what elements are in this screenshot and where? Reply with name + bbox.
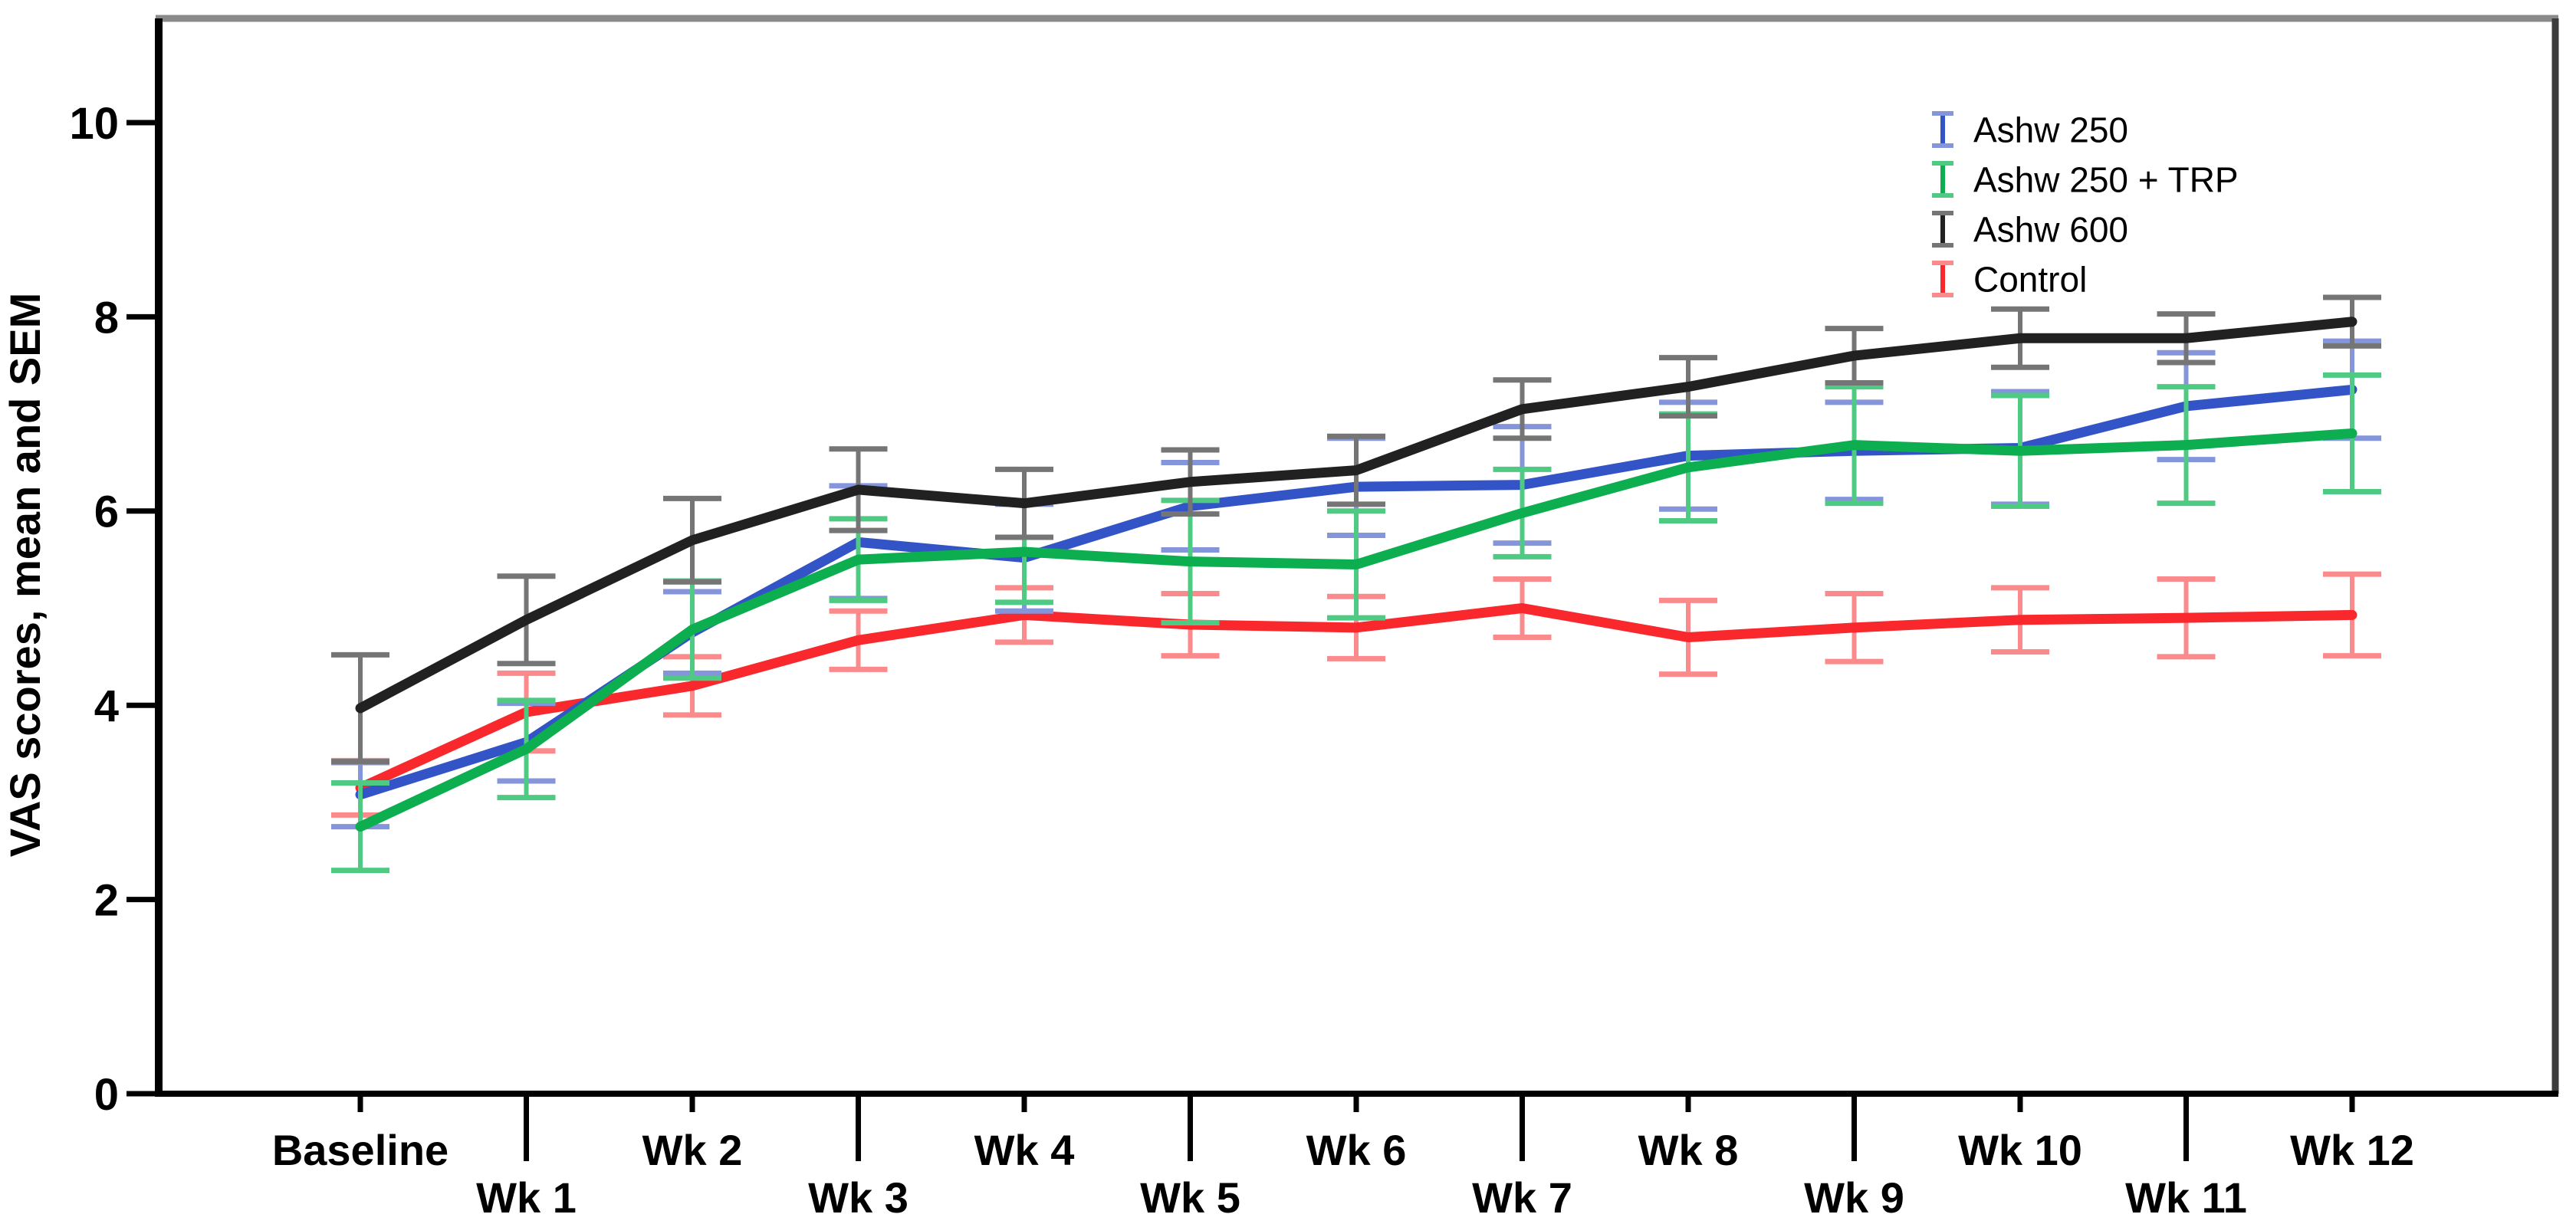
x-tick-label-wk-8: Wk 8	[1638, 1126, 1739, 1174]
x-tick-label-wk-6: Wk 6	[1306, 1126, 1407, 1174]
legend-label-ashw-250-trp: Ashw 250 + TRP	[1973, 160, 2239, 200]
legend-item-ashw-250: Ashw 250	[1932, 110, 2128, 150]
x-tick-label-wk-2: Wk 2	[642, 1126, 743, 1174]
x-tick-label-wk-7: Wk 7	[1472, 1173, 1572, 1222]
x-tick-label-wk-12: Wk 12	[2290, 1126, 2414, 1174]
x-axis: Baseline Wk 1 Wk 2 Wk 3 Wk 4 Wk 5 Wk 6 Wk 7 Wk 8…	[272, 1094, 2414, 1222]
line-control	[355, 603, 2358, 793]
y-tick-label: 6	[94, 487, 119, 537]
x-tick-label-wk-9: Wk 9	[1804, 1173, 1904, 1222]
legend: Ashw 250 Ashw 250 + TRP Ashw 600 Control	[1932, 110, 2239, 300]
y-axis: 0 2 4 6 8 10	[69, 99, 159, 1120]
x-tick-label-baseline: Baseline	[272, 1126, 449, 1174]
legend-item-ashw-600: Ashw 600	[1932, 210, 2128, 250]
y-tick-label: 10	[69, 99, 119, 149]
line-ashw-250-trp	[355, 428, 2358, 832]
x-tick-label-wk-1: Wk 1	[476, 1173, 577, 1222]
legend-item-ashw-250-trp: Ashw 250 + TRP	[1932, 160, 2239, 200]
y-tick-label: 2	[94, 875, 119, 925]
y-axis-title: VAS scores, mean and SEM	[1, 293, 49, 858]
line-ashw-600	[355, 317, 2358, 714]
x-tick-label-wk-3: Wk 3	[808, 1173, 909, 1222]
y-tick-label: 8	[94, 293, 119, 343]
legend-label-ashw-250: Ashw 250	[1973, 110, 2128, 150]
x-tick-label-wk-5: Wk 5	[1140, 1173, 1240, 1222]
series-ashw-600	[331, 294, 2381, 765]
x-tick-label-wk-4: Wk 4	[974, 1126, 1075, 1174]
chart-render-root: 0 2 4 6 8 10 Baseline Wk 1 Wk 2 Wk 3 Wk 4 Wk 5 Wk 6 W…	[69, 15, 2559, 1222]
y-tick-label: 4	[94, 681, 119, 731]
x-tick-label-wk-10: Wk 10	[1958, 1126, 2082, 1174]
legend-label-control: Control	[1973, 260, 2087, 300]
legend-label-ashw-600: Ashw 600	[1973, 210, 2128, 250]
legend-item-control: Control	[1932, 260, 2087, 300]
y-tick-label: 0	[94, 1070, 119, 1120]
x-tick-label-wk-11: Wk 11	[2125, 1173, 2247, 1222]
